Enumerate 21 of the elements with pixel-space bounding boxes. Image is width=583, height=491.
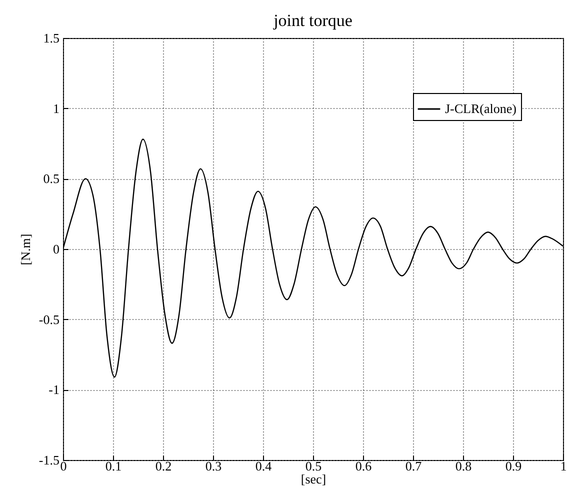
- y-tick-label: 0.5: [43, 171, 60, 186]
- x-tick-label: 1: [560, 458, 567, 474]
- y-tick-label: 0: [53, 242, 60, 256]
- x-axis-title: [sec]: [300, 472, 326, 486]
- y-axis-title: [N.m]: [18, 234, 33, 266]
- x-tick-label: 0.3: [205, 458, 222, 474]
- y-tick-label: 1.5: [43, 30, 60, 46]
- x-tick-label: 0.6: [355, 458, 372, 474]
- y-tick-label: -1.5: [38, 452, 60, 468]
- x-tick-label: 0.8: [455, 458, 472, 474]
- y-tick-label: -0.5: [38, 312, 60, 327]
- x-tick-label: 0.1: [105, 458, 122, 474]
- legend-label: J-CLR(alone): [445, 101, 516, 116]
- x-tick-label: 0.4: [255, 458, 272, 474]
- x-tick-label: 0.7: [405, 458, 422, 474]
- y-tick-label: 1: [53, 100, 60, 116]
- x-tick-label: 0.9: [505, 458, 522, 474]
- x-tick-label: 0.5: [305, 458, 322, 474]
- y-tick-label: -1: [48, 382, 60, 398]
- chart-title: joint torque: [272, 11, 352, 30]
- x-tick-label: 0.2: [155, 458, 172, 474]
